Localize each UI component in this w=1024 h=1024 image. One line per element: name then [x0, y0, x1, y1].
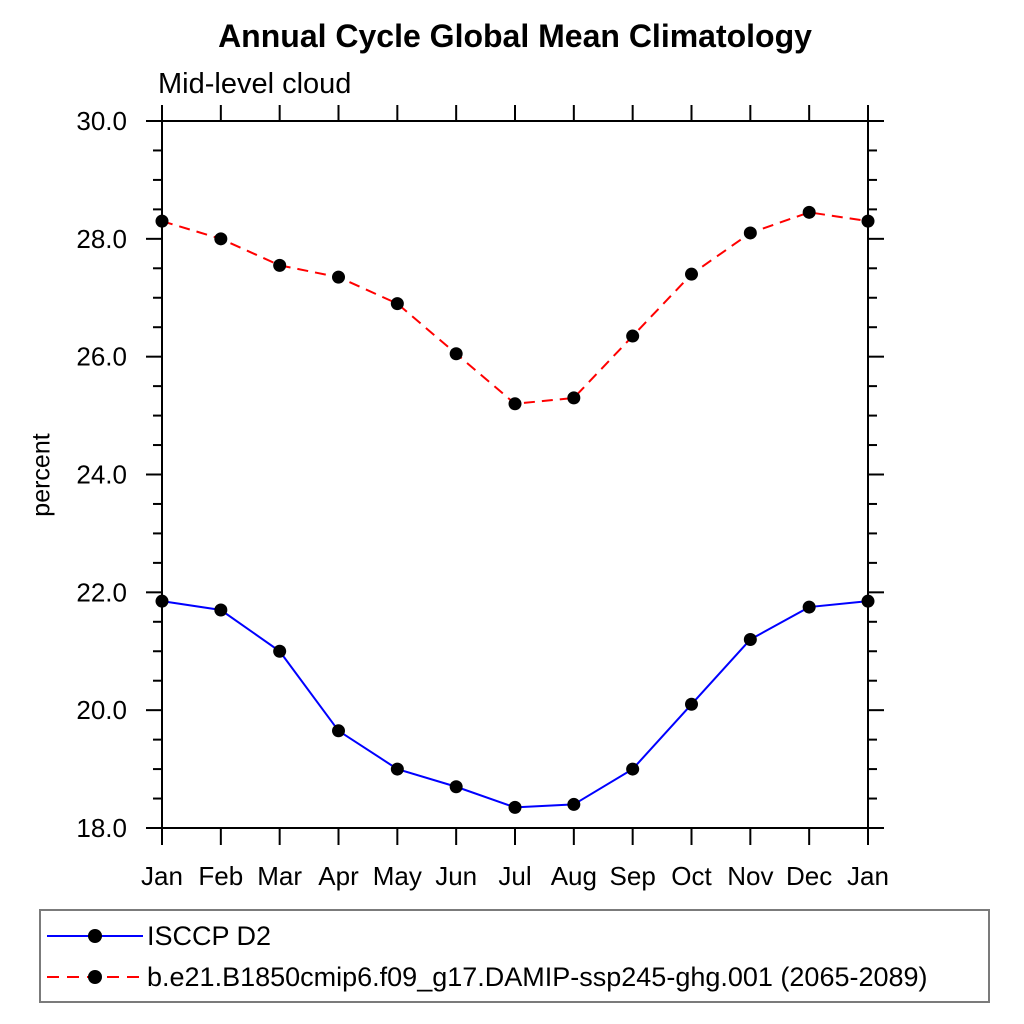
svg-text:26.0: 26.0 [76, 342, 127, 372]
legend-key-red-dashed-line [47, 970, 143, 984]
svg-text:22.0: 22.0 [76, 577, 127, 607]
svg-text:Apr: Apr [318, 861, 359, 891]
svg-text:Nov: Nov [727, 861, 773, 891]
svg-text:Sep: Sep [610, 861, 656, 891]
svg-text:Jan: Jan [141, 861, 183, 891]
svg-text:Jul: Jul [498, 861, 531, 891]
legend-box: ISCCP D2 b.e21.B1850cmip6.f09_g17.DAMIP-… [39, 909, 990, 1003]
chart-title: Annual Cycle Global Mean Climatology [218, 18, 812, 54]
legend-row-isccp: ISCCP D2 [41, 916, 271, 956]
svg-text:18.0: 18.0 [76, 813, 127, 843]
legend-row-model: b.e21.B1850cmip6.f09_g17.DAMIP-ssp245-gh… [41, 957, 928, 997]
svg-text:24.0: 24.0 [76, 460, 127, 490]
svg-text:Jun: Jun [435, 861, 477, 891]
svg-text:Aug: Aug [551, 861, 597, 891]
svg-text:30.0: 30.0 [76, 106, 127, 136]
legend-label-isccp-d2: ISCCP D2 [147, 920, 272, 951]
svg-text:Feb: Feb [198, 861, 243, 891]
legend-label-model-run: b.e21.B1850cmip6.f09_g17.DAMIP-ssp245-gh… [147, 961, 928, 992]
svg-text:Mar: Mar [257, 861, 302, 891]
svg-text:Oct: Oct [671, 861, 712, 891]
svg-text:28.0: 28.0 [76, 224, 127, 254]
svg-text:20.0: 20.0 [76, 695, 127, 725]
svg-text:Jan: Jan [847, 861, 889, 891]
svg-text:May: May [373, 861, 422, 891]
chart-subtitle: Mid-level cloud [158, 68, 352, 100]
legend-key-blue-solid-line [47, 929, 143, 943]
svg-text:Dec: Dec [786, 861, 832, 891]
